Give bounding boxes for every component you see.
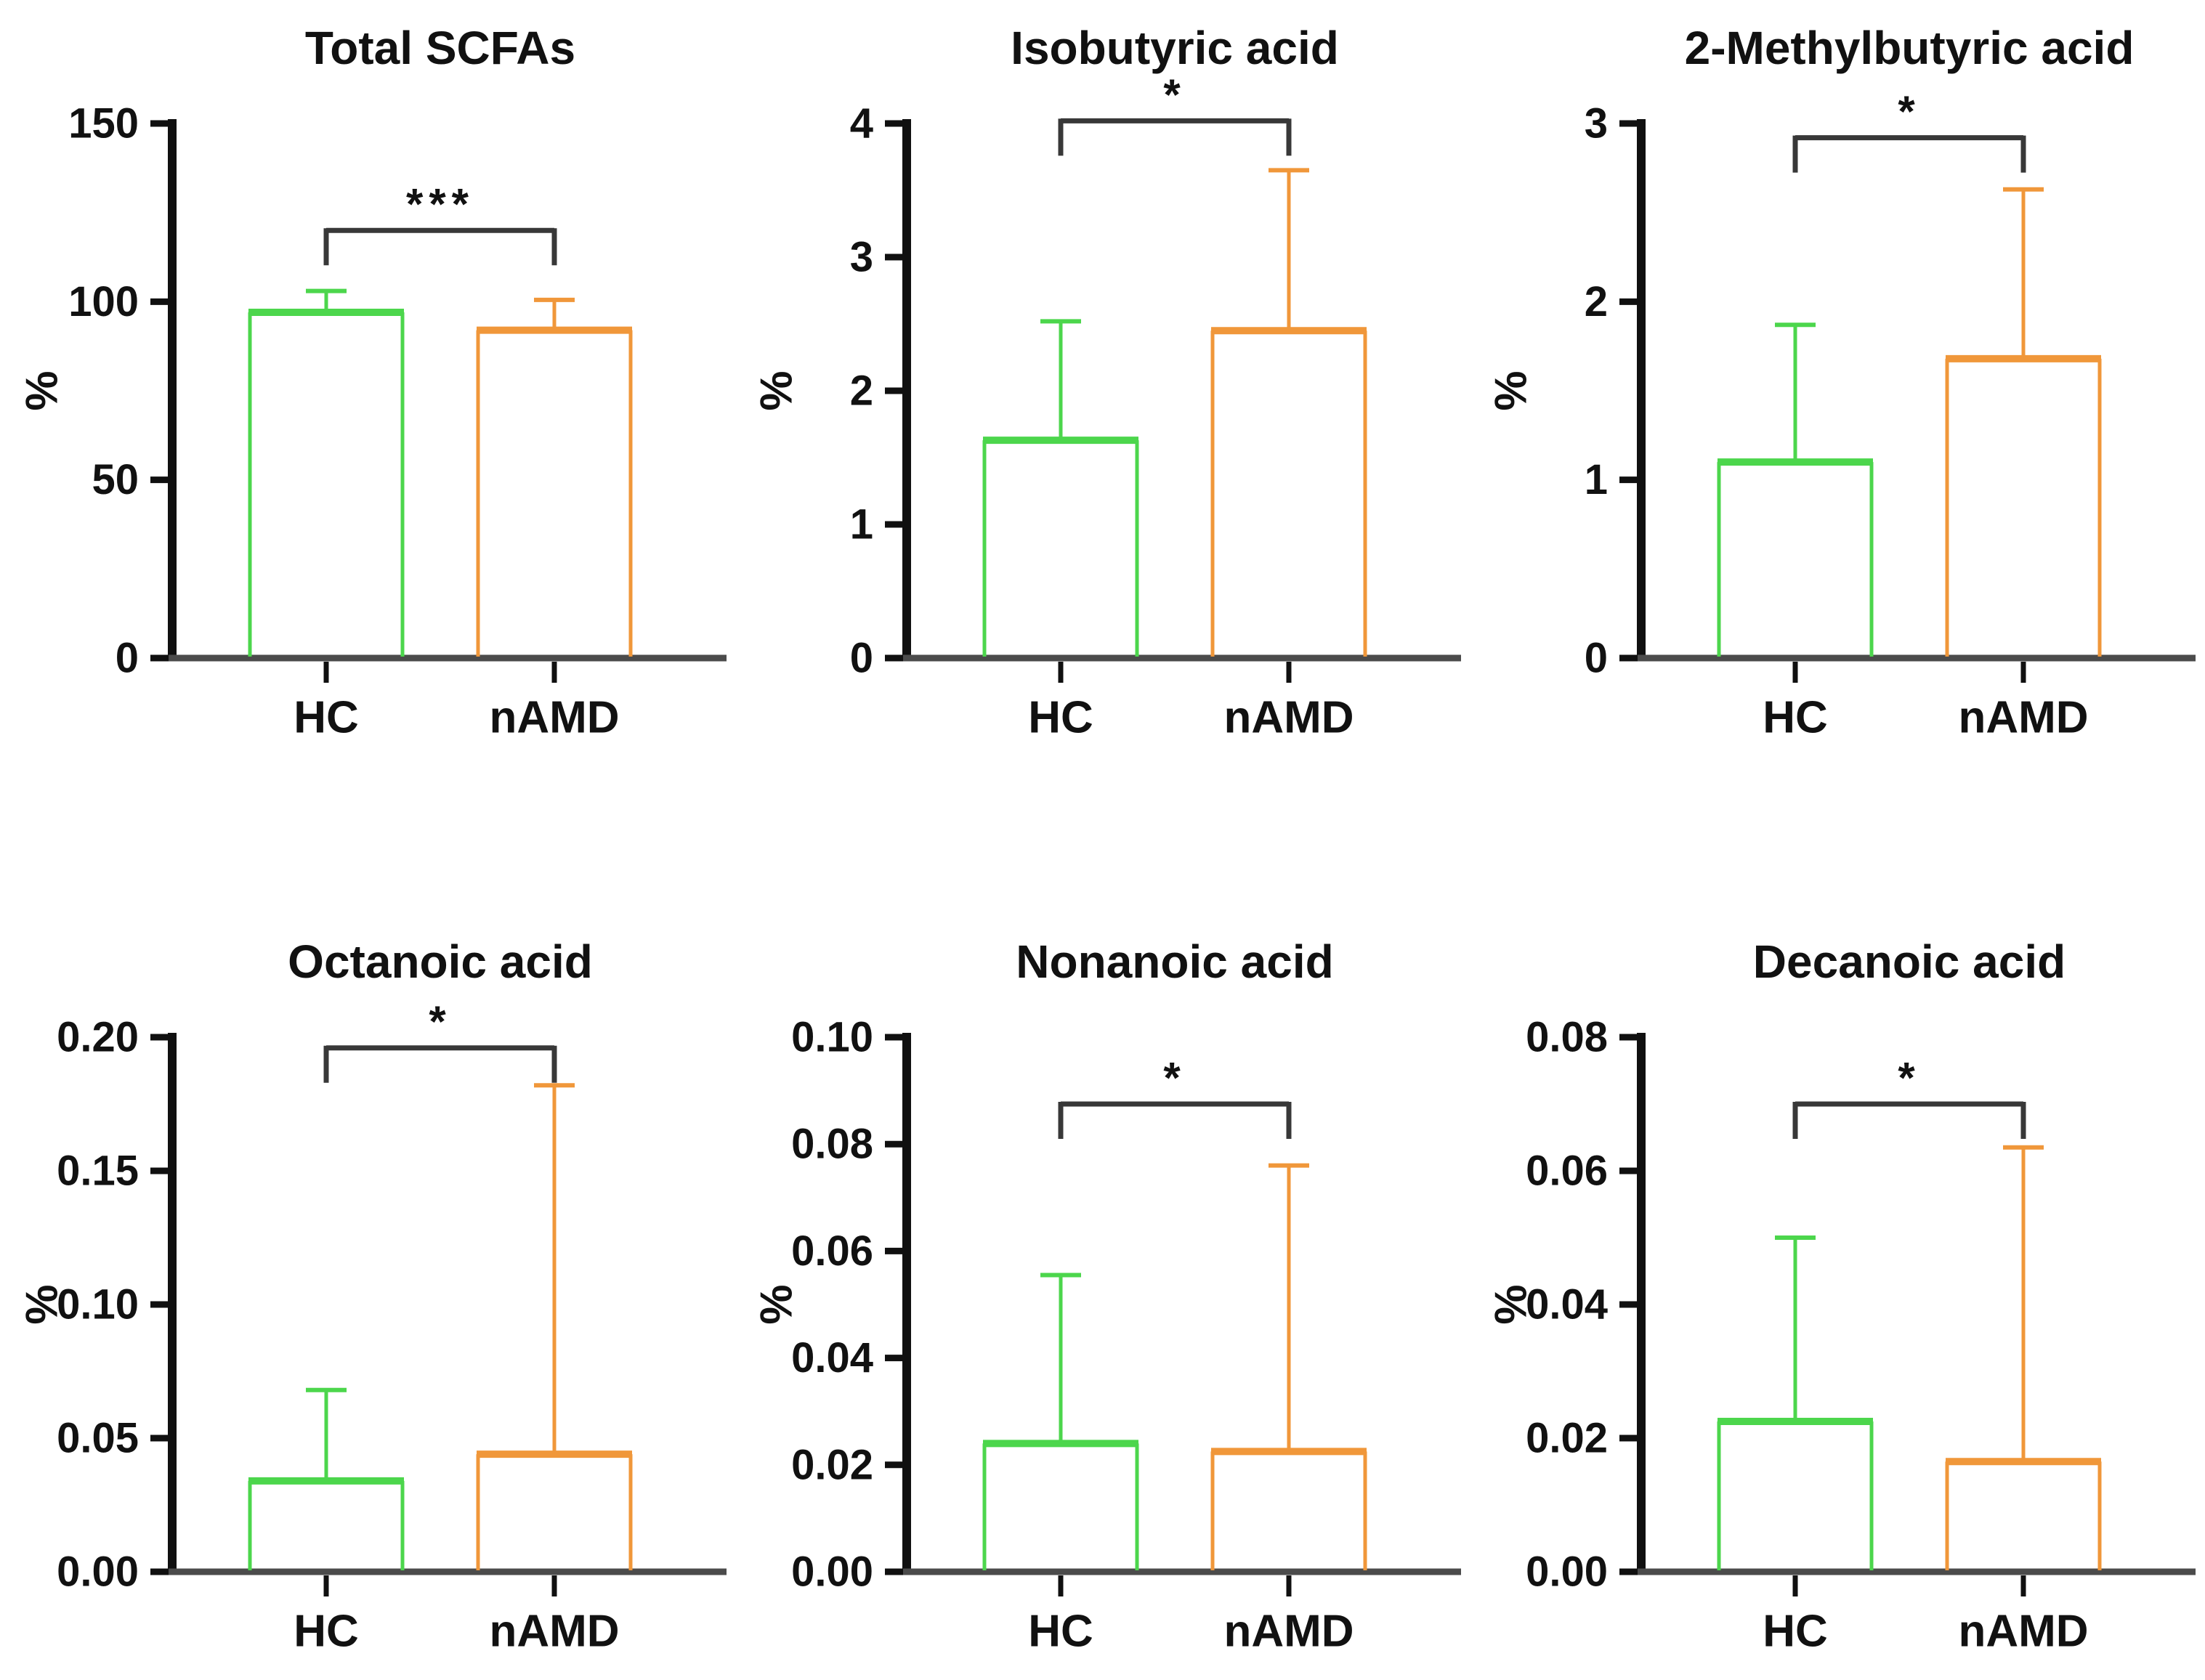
chart-isobutyric-acid: Isobutyric acid 0 1 2 3 4% HC nAMD * [752,22,1461,743]
y-tick-label: 0.06 [1526,1148,1608,1195]
x-tick-label-namd: nAMD [1223,1607,1354,1657]
x-tick-label-hc: HC [1028,693,1093,743]
y-tick-label: 0 [116,635,139,682]
y-axis-label: % [17,1284,68,1324]
x-tick-label-hc: HC [1763,1607,1828,1657]
chart-2-methylbutyric-acid: 2-Methylbutyric acid 0 1 2 3% HC nAMD * [1486,22,2196,743]
y-tick-label: 0.15 [57,1148,139,1195]
chart-title: 2-Methylbutyric acid [1685,22,2135,74]
y-tick-label: 0.00 [57,1549,139,1596]
y-tick-label: 0 [1585,635,1608,682]
chart-title: Nonanoic acid [1016,936,1333,988]
x-tick-label-hc: HC [294,693,359,743]
y-axis-label: % [752,370,802,410]
y-tick-label: 0.02 [1526,1415,1608,1462]
y-tick-label: 0.10 [57,1281,139,1328]
y-tick-label: 0.06 [791,1227,873,1275]
y-tick-label: 2 [1585,278,1608,325]
x-tick-label-hc: HC [1028,1607,1093,1657]
chart-title: Total SCFAs [305,22,575,74]
y-tick-label: 1 [850,501,873,548]
y-tick-label: 3 [850,234,873,281]
chart-title: Decanoic acid [1753,936,2066,988]
y-tick-label: 1 [1585,456,1608,503]
y-tick-label: 0.08 [791,1121,873,1168]
y-tick-label: 0.05 [57,1415,139,1462]
y-tick-label: 0.20 [57,1014,139,1061]
y-tick-label: 0.00 [1526,1549,1608,1596]
y-tick-label: 2 [850,368,873,415]
chart-decanoic-acid: Decanoic acid 0.00 0.02 0.04 0.06 0.08% HC nAMD… [1486,936,2196,1657]
y-tick-label: 0.04 [791,1334,873,1381]
chart-title: Octanoic acid [288,936,593,988]
x-tick-label-namd: nAMD [489,1607,619,1657]
y-axis-label: % [17,370,68,410]
x-tick-label-hc: HC [294,1607,359,1657]
significance-stars: *** [406,180,474,229]
chart-total-scfas: Total SCFAs 0 50 100 150% HC nAMD *** [17,22,727,743]
significance-stars: * [1898,1054,1920,1103]
y-tick-label: 0.10 [791,1014,873,1061]
x-tick-label-namd: nAMD [1958,1607,2088,1657]
y-axis-label: % [1486,370,1537,410]
x-tick-label-namd: nAMD [1223,693,1354,743]
x-tick-label-namd: nAMD [1958,693,2088,743]
x-tick-label-namd: nAMD [489,693,619,743]
significance-stars: * [1898,87,1920,136]
y-tick-label: 3 [1585,100,1608,147]
y-tick-label: 0.00 [791,1549,873,1596]
chart-title: Isobutyric acid [1011,22,1339,74]
chart-octanoic-acid: Octanoic acid 0.00 0.05 0.10 0.15 0.20% HC nAMD… [17,936,727,1657]
x-tick-label-hc: HC [1763,693,1828,743]
significance-stars: * [429,997,451,1046]
y-tick-label: 0.08 [1526,1014,1608,1061]
y-tick-label: 100 [68,278,139,325]
figure-row-top: Total SCFAs 0 50 100 150% HC nAMD *** Isobutyric… [0,0,2205,837]
y-tick-label: 150 [68,100,139,147]
significance-stars: * [1163,70,1186,119]
y-axis-label: % [1486,1284,1537,1324]
significance-stars: * [1163,1054,1186,1103]
y-axis-label: % [752,1284,802,1324]
y-tick-label: 0 [850,635,873,682]
figure-row-bottom: Octanoic acid 0.00 0.05 0.10 0.15 0.20% HC nAMD… [0,837,2205,1680]
y-tick-label: 0.02 [791,1441,873,1488]
chart-nonanoic-acid: Nonanoic acid 0.00 0.02 0.04 0.06 0.08 0.10% HC… [752,936,1461,1657]
y-tick-label: 0.04 [1526,1281,1608,1328]
y-tick-label: 50 [92,456,139,503]
y-tick-label: 4 [850,100,873,147]
